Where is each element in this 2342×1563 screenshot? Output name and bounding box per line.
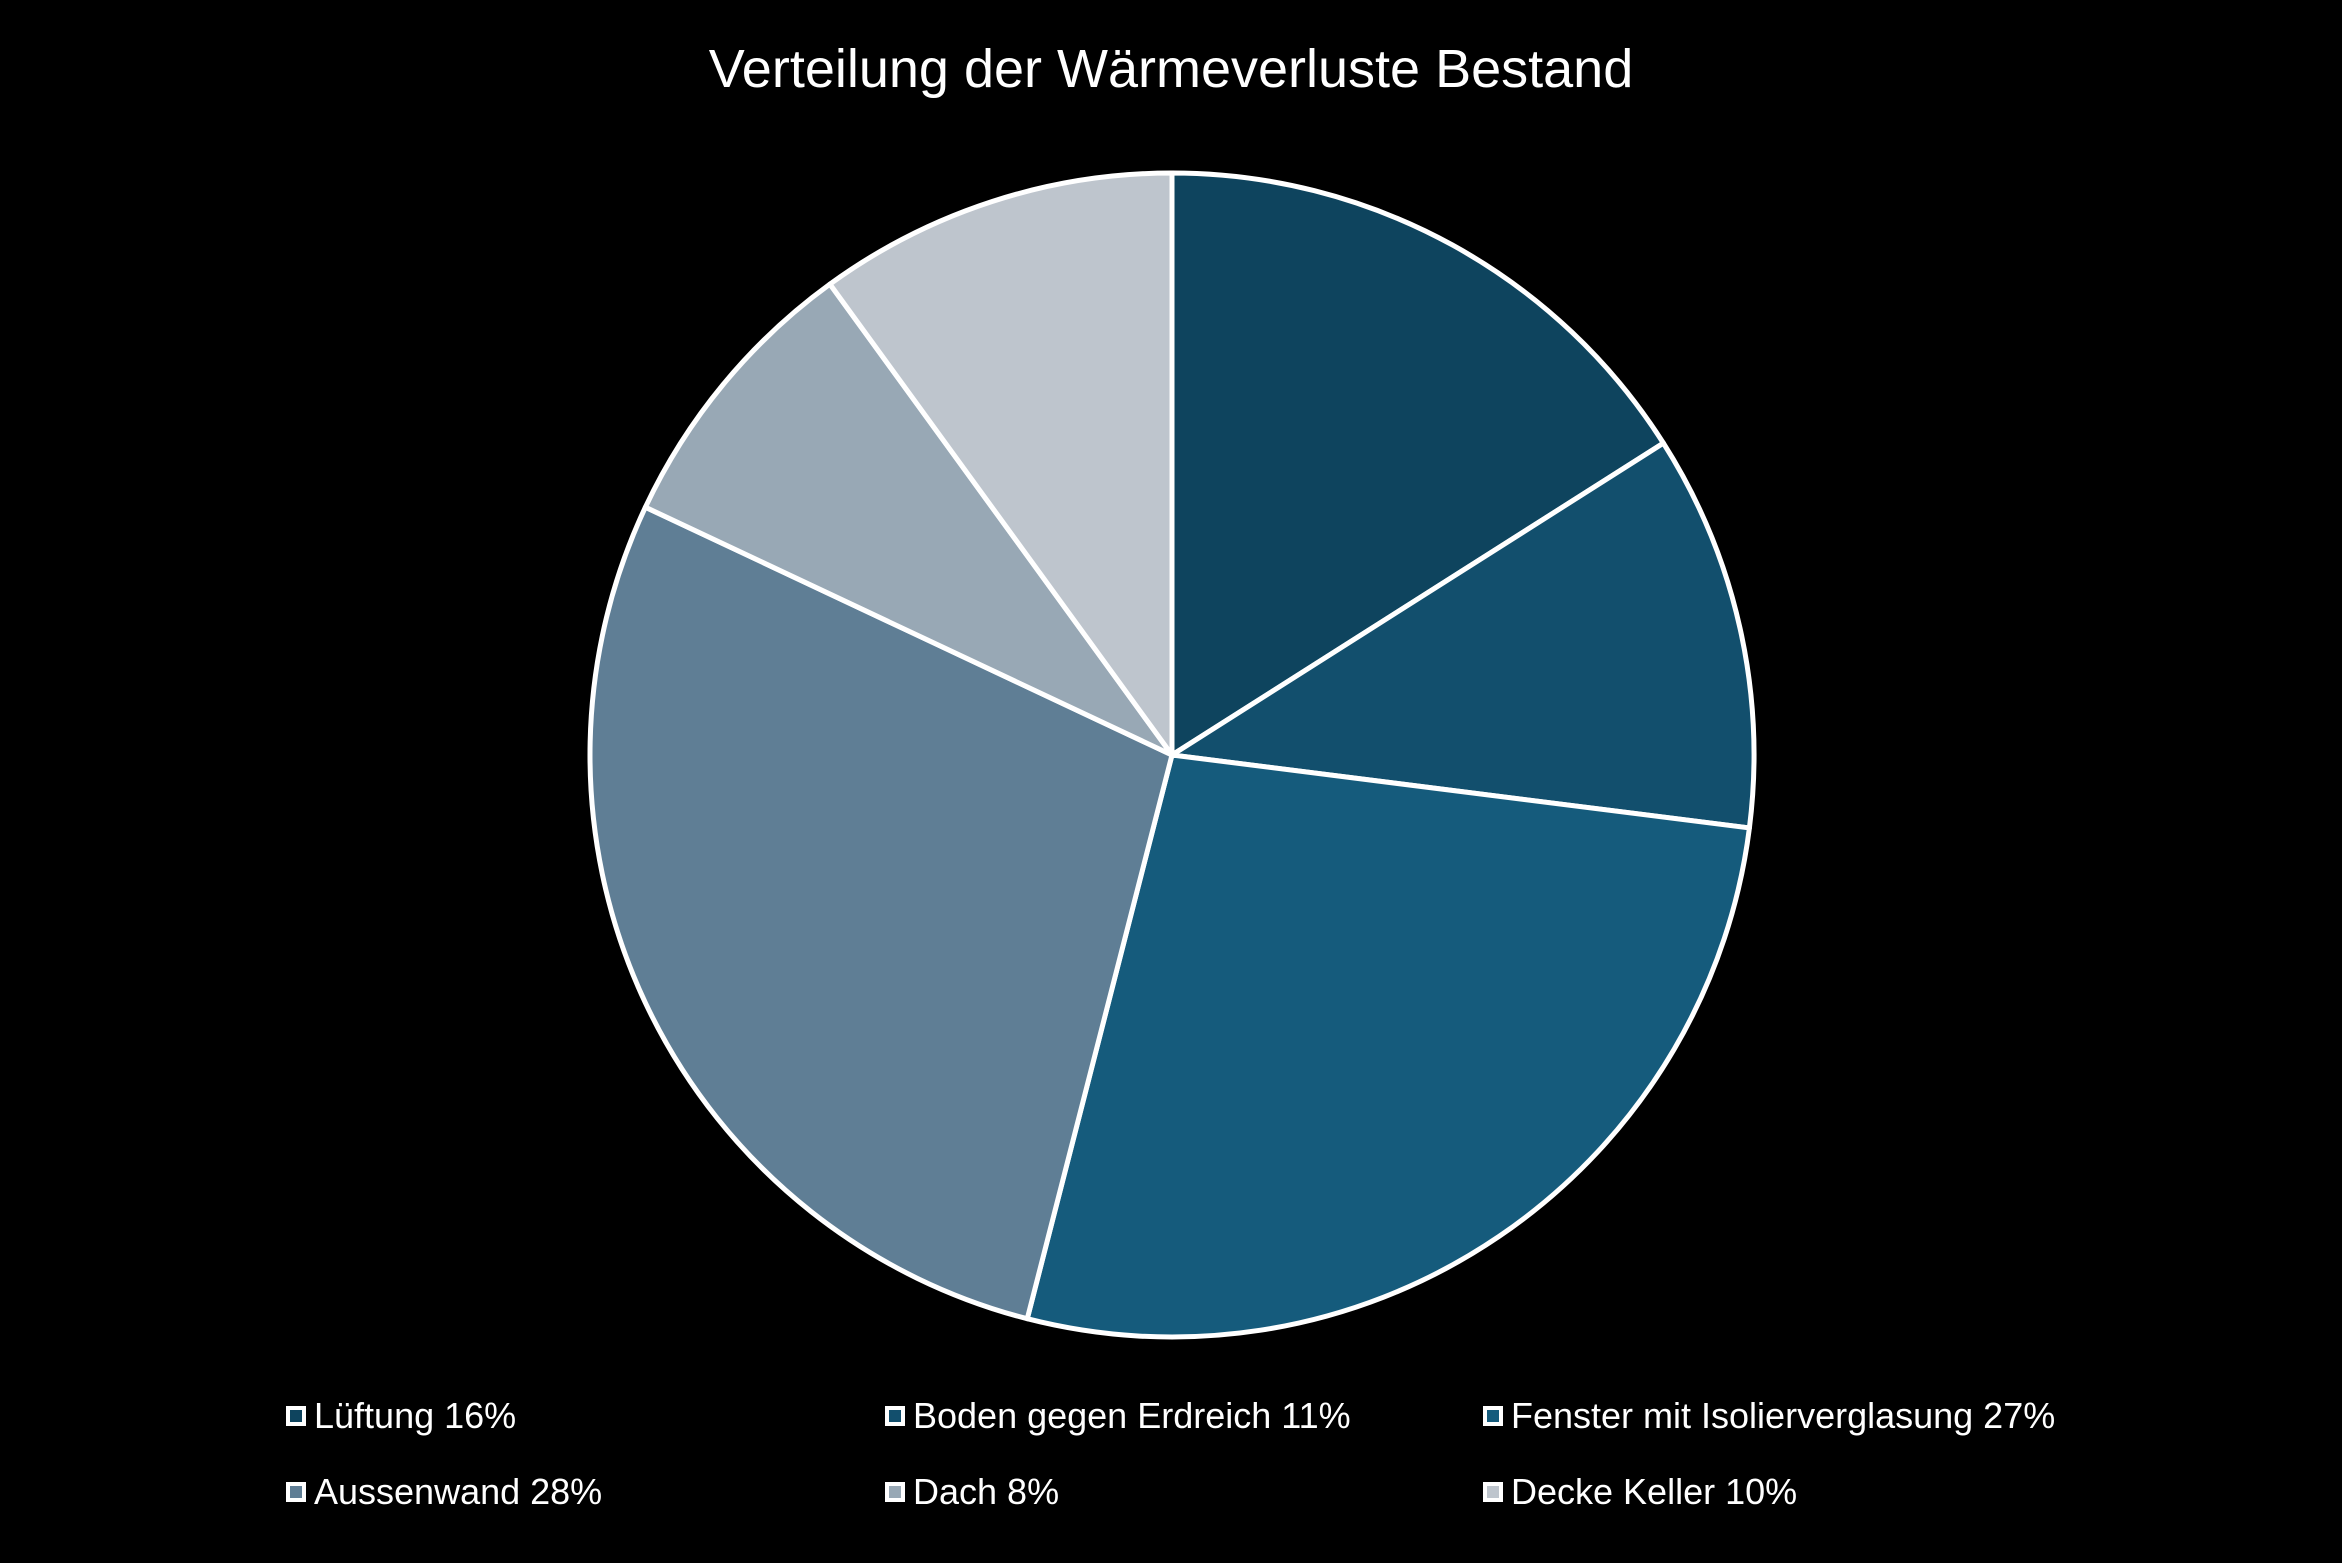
legend-item-aussenwand: Aussenwand 28%	[286, 1471, 602, 1513]
legend-label-fenster: Fenster mit Isolierverglasung 27%	[1511, 1395, 2056, 1436]
legend: Lüftung 16% Boden gegen Erdreich 11% Fen…	[0, 1395, 2342, 1555]
pie-slice-dach	[642, 281, 1175, 758]
legend-swatch-fenster	[1483, 1406, 1503, 1426]
pie-slice-boden	[1169, 440, 1757, 831]
legend-item-dach: Dach 8%	[885, 1471, 1059, 1513]
legend-label-boden: Boden gegen Erdreich 11%	[913, 1395, 1351, 1436]
legend-label-lueftung: Lüftung 16%	[314, 1395, 517, 1436]
legend-item-lueftung: Lüftung 16%	[286, 1395, 516, 1437]
pie-slice-fenster	[1024, 752, 1752, 1340]
legend-item-fenster: Fenster mit Isolierverglasung 27%	[1483, 1395, 2055, 1437]
legend-label-decke-keller: Decke Keller 10%	[1511, 1471, 1798, 1512]
pie-slice-lueftung	[1169, 170, 1666, 758]
pie-slices	[587, 170, 1757, 1340]
legend-item-decke-keller: Decke Keller 10%	[1483, 1471, 1797, 1513]
pie-slice-decke-keller	[827, 170, 1175, 758]
legend-swatch-aussenwand	[286, 1482, 306, 1502]
legend-swatch-lueftung	[286, 1406, 306, 1426]
pie-slice-aussenwand	[587, 504, 1175, 1322]
legend-item-boden: Boden gegen Erdreich 11%	[885, 1395, 1351, 1437]
legend-swatch-boden	[885, 1406, 905, 1426]
legend-swatch-dach	[885, 1482, 905, 1502]
chart-title: Verteilung der Wärmeverluste Bestand	[708, 39, 1634, 99]
legend-swatch-decke-keller	[1483, 1482, 1503, 1502]
legend-label-aussenwand: Aussenwand 28%	[314, 1471, 603, 1512]
legend-label-dach: Dach 8%	[913, 1471, 1060, 1512]
